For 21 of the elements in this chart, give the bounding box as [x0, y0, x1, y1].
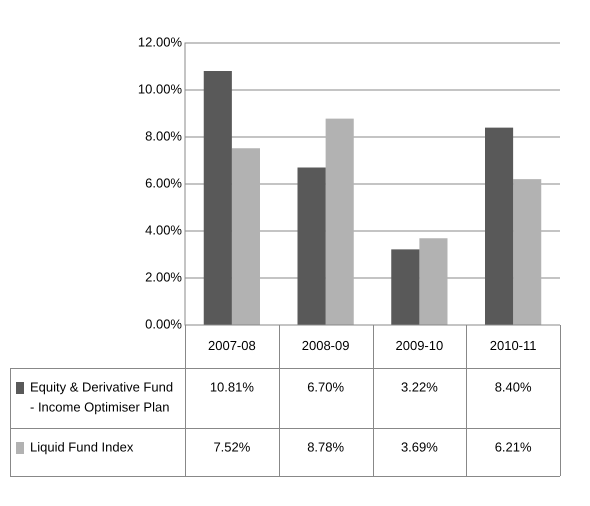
data-label: 7.52% — [213, 440, 251, 455]
y-tick-label: 0.00% — [145, 316, 182, 332]
legend-label: Liquid Fund Index — [30, 440, 134, 455]
y-tick-label: 10.00% — [138, 82, 182, 97]
y-tick-label: 8.00% — [145, 128, 182, 144]
data-label: 8.78% — [307, 440, 344, 455]
y-tick-label: 4.00% — [145, 222, 182, 238]
x-tick-label: 2007-08 — [208, 338, 256, 354]
y-tick-label: 6.00% — [145, 176, 182, 191]
data-label: 3.22% — [400, 380, 438, 395]
x-tick-label: 2010-11 — [490, 338, 536, 354]
data-label: 6.21% — [494, 440, 532, 455]
legend-label: Equity & Derivative Fund - Income Optimiser Plan — [30, 380, 174, 415]
y-tick-label: 12.00% — [138, 34, 182, 50]
data-label: 3.69% — [400, 440, 438, 455]
data-label: 6.70% — [307, 380, 344, 395]
y-tick-label: 2.00% — [145, 270, 182, 285]
x-tick-label: 2008-09 — [302, 338, 350, 354]
x-tick-label: 2009-10 — [396, 338, 444, 354]
data-label: 8.40% — [494, 380, 532, 395]
data-label: 10.81% — [210, 380, 254, 395]
